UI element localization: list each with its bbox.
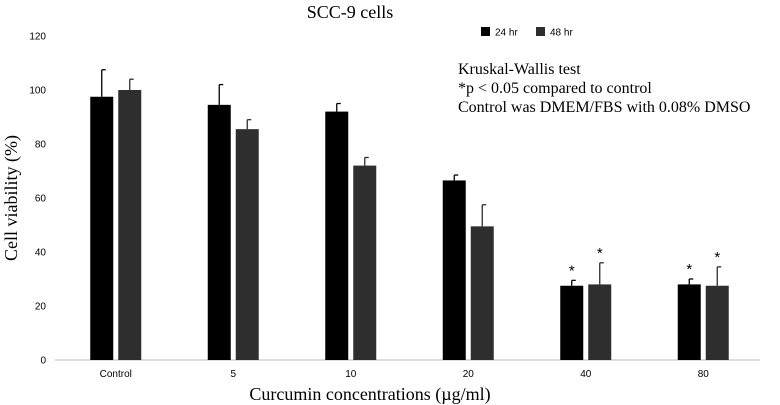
significance-marker: *: [569, 262, 575, 279]
legend-swatch: [481, 27, 490, 36]
legend-label: 24 hr: [495, 28, 518, 39]
bar: [442, 180, 466, 360]
y-tick-label: 20: [35, 302, 47, 313]
y-axis: 0 20 40 60 80 100 120: [29, 32, 46, 367]
x-axis-label: Curcumin concentrations (µg/ml): [249, 384, 490, 405]
annotation-control: Control was DMEM/FBS with 0.08% DMSO: [458, 99, 750, 116]
significance-marker: *: [714, 249, 720, 266]
x-tick-label: 10: [345, 369, 357, 380]
x-axis: Control 5 10 20 40 80: [55, 359, 760, 380]
y-axis-label: Cell viability (%): [1, 135, 22, 261]
bar: [207, 104, 231, 360]
bar: [90, 96, 114, 360]
bar: [677, 284, 701, 360]
bar: [560, 285, 584, 360]
y-tick-label: 40: [35, 248, 47, 259]
legend-label: 48 hr: [550, 28, 573, 39]
y-tick-label: 80: [35, 140, 47, 151]
annotation-significance: *p < 0.05 compared to control: [458, 80, 652, 97]
legend: 24 hr 48 hr: [481, 27, 573, 39]
bar-group: * * * *: [90, 69, 729, 360]
y-tick-label: 60: [35, 194, 47, 205]
bar: [470, 226, 494, 360]
y-tick-label: 100: [29, 86, 46, 97]
y-tick-label: 120: [29, 32, 46, 43]
x-tick-label: 80: [698, 369, 710, 380]
legend-swatch: [536, 27, 545, 36]
significance-marker: *: [686, 261, 692, 278]
bar: [325, 111, 349, 360]
bar: [118, 90, 142, 360]
chart-title: SCC-9 cells: [307, 2, 394, 22]
bar: [705, 285, 729, 360]
annotation-test: Kruskal-Wallis test: [458, 61, 581, 78]
bar: [588, 284, 612, 360]
x-tick-label: 20: [463, 369, 475, 380]
y-tick-label: 0: [40, 356, 46, 367]
significance-marker: *: [597, 245, 603, 262]
annotation-block: Kruskal-Wallis test *p < 0.05 compared t…: [458, 61, 750, 116]
x-tick-label: 5: [230, 369, 236, 380]
x-tick-label: 40: [580, 369, 592, 380]
x-tick-label: Control: [100, 369, 132, 380]
bar: [235, 129, 259, 360]
bar: [353, 165, 377, 360]
